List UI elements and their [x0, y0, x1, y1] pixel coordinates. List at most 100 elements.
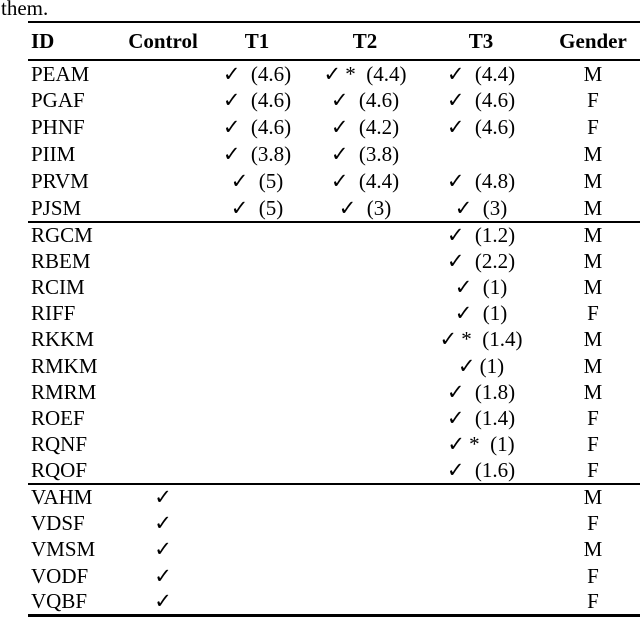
cell-t1: [203, 432, 311, 458]
cell-t1: [203, 353, 311, 379]
paragraph-text: them.: [1, 0, 49, 20]
table-row: PJSM ✓ (5) ✓ (3) ✓ (3) M: [28, 195, 640, 222]
table-row: PGAF ✓ (4.6) ✓ (4.6) ✓ (4.6) F: [28, 87, 640, 114]
cell-control: [123, 168, 203, 195]
cell-control: [123, 301, 203, 327]
column-header-t2: T2: [352, 28, 378, 53]
cell-control: ✓: [154, 537, 172, 562]
cell-gender: F: [587, 405, 599, 430]
cell-control: [123, 248, 203, 274]
cell-gender: F: [587, 457, 599, 482]
column-header-t3: T3: [468, 28, 494, 53]
table-row: PRVM ✓ (5) ✓ (4.4) ✓ (4.8) M: [28, 168, 640, 195]
cell-id: RQOF: [31, 457, 88, 482]
cell-id: PGAF: [31, 88, 85, 112]
cell-t3: ✓ (1.6): [446, 457, 516, 482]
cell-t1: [203, 510, 311, 536]
cell-id: RBEM: [31, 248, 91, 273]
cell-id: VDSF: [31, 510, 85, 535]
cell-t3: ✓ (1): [454, 301, 508, 326]
cell-t2: [311, 537, 419, 563]
cell-t1: [203, 589, 311, 616]
table-row: RMKM ✓ (1) M: [28, 353, 640, 379]
cell-id: VAHM: [31, 485, 93, 510]
cell-t3: ✓ * (1): [447, 432, 515, 457]
cell-t2: ✓ (4.6): [330, 88, 400, 112]
cell-t3: ✓ * (1.4): [439, 327, 523, 352]
table-row: RIFF ✓ (1) F: [28, 301, 640, 327]
cell-id: ROEF: [31, 405, 85, 430]
cell-gender: F: [587, 589, 599, 614]
cell-gender: M: [583, 274, 603, 299]
table-row: PHNF ✓ (4.6) ✓ (4.2) ✓ (4.6) F: [28, 114, 640, 141]
cell-t2: [311, 405, 419, 431]
cell-t1: [203, 537, 311, 563]
cell-control: [123, 222, 203, 248]
cell-t3: [419, 563, 543, 589]
cell-t3: [419, 537, 543, 563]
cell-control: ✓: [154, 589, 172, 614]
cell-t3: ✓ (4.4): [446, 61, 516, 86]
table-header-row: ID Control T1 T2 T3 Gender: [28, 22, 640, 60]
cell-gender: M: [583, 223, 603, 248]
cell-t2: [311, 222, 419, 248]
cell-t1: ✓ (5): [230, 169, 284, 193]
cell-id: PEAM: [31, 61, 90, 86]
cell-t3: ✓ (4.6): [446, 115, 516, 139]
cell-t2: [311, 327, 419, 353]
cell-t2: ✓ (3): [338, 195, 392, 220]
table-group: RGCM ✓ (1.2) M RBEM ✓ (2.2) M RCIM ✓ (1) M RIFF ✓ …: [28, 222, 640, 484]
cell-control: ✓: [154, 485, 172, 510]
cell-t1: [203, 484, 311, 510]
cell-t1: ✓ (5): [230, 195, 284, 220]
column-header-control: Control: [128, 28, 198, 53]
participants-table: ID Control T1 T2 T3 Gender PEAM ✓ (4.6) ✓ * (4.…: [28, 21, 640, 618]
cell-t3: [419, 510, 543, 536]
cell-gender: M: [583, 353, 603, 378]
cell-t3: [419, 484, 543, 510]
cell-t1: [203, 563, 311, 589]
table-row: VMSM ✓ M: [28, 537, 640, 563]
cell-t2: [311, 563, 419, 589]
table-row: RCIM ✓ (1) M: [28, 274, 640, 300]
cell-t1: [203, 379, 311, 405]
cell-t1: [203, 248, 311, 274]
cell-t2: [311, 432, 419, 458]
cell-gender: M: [583, 248, 603, 273]
cell-t1: [203, 327, 311, 353]
cell-control: [123, 141, 203, 168]
cell-id: PHNF: [31, 115, 85, 139]
cell-gender: M: [583, 195, 603, 220]
cell-t3: [419, 589, 543, 616]
cell-id: PRVM: [31, 169, 89, 193]
cell-id: PIIM: [31, 142, 76, 166]
cell-t2: [311, 379, 419, 405]
table-row: RMRM ✓ (1.8) M: [28, 379, 640, 405]
cell-id: RGCM: [31, 223, 93, 248]
table-row: VQBF ✓ F: [28, 589, 640, 616]
cell-gender: M: [583, 61, 603, 86]
cell-gender: F: [587, 510, 599, 535]
cell-control: [123, 60, 203, 87]
table-row: RQNF ✓ * (1) F: [28, 432, 640, 458]
cell-t3: ✓ (4.6): [446, 88, 516, 112]
table-row: VAHM ✓ M: [28, 484, 640, 510]
cell-gender: F: [587, 563, 599, 588]
cell-t3: ✓ (1): [454, 274, 508, 299]
table-row: RBEM ✓ (2.2) M: [28, 248, 640, 274]
cell-gender: F: [587, 115, 599, 139]
cell-t1: [203, 274, 311, 300]
cell-control: [123, 432, 203, 458]
cell-t3: ✓ (1): [457, 353, 505, 378]
cell-gender: M: [583, 537, 603, 562]
cell-control: [123, 458, 203, 484]
cell-t3: ✓ (4.8): [446, 169, 516, 193]
table-row: RQOF ✓ (1.6) F: [28, 458, 640, 484]
cell-t3: ✓ (1.2): [446, 223, 516, 248]
cell-t2: ✓ (4.2): [330, 115, 400, 139]
cell-t1: ✓ (3.8): [222, 142, 292, 166]
table-row: PEAM ✓ (4.6) ✓ * (4.4) ✓ (4.4) M: [28, 60, 640, 87]
cell-id: RKKM: [31, 327, 95, 352]
cell-t2: [311, 248, 419, 274]
